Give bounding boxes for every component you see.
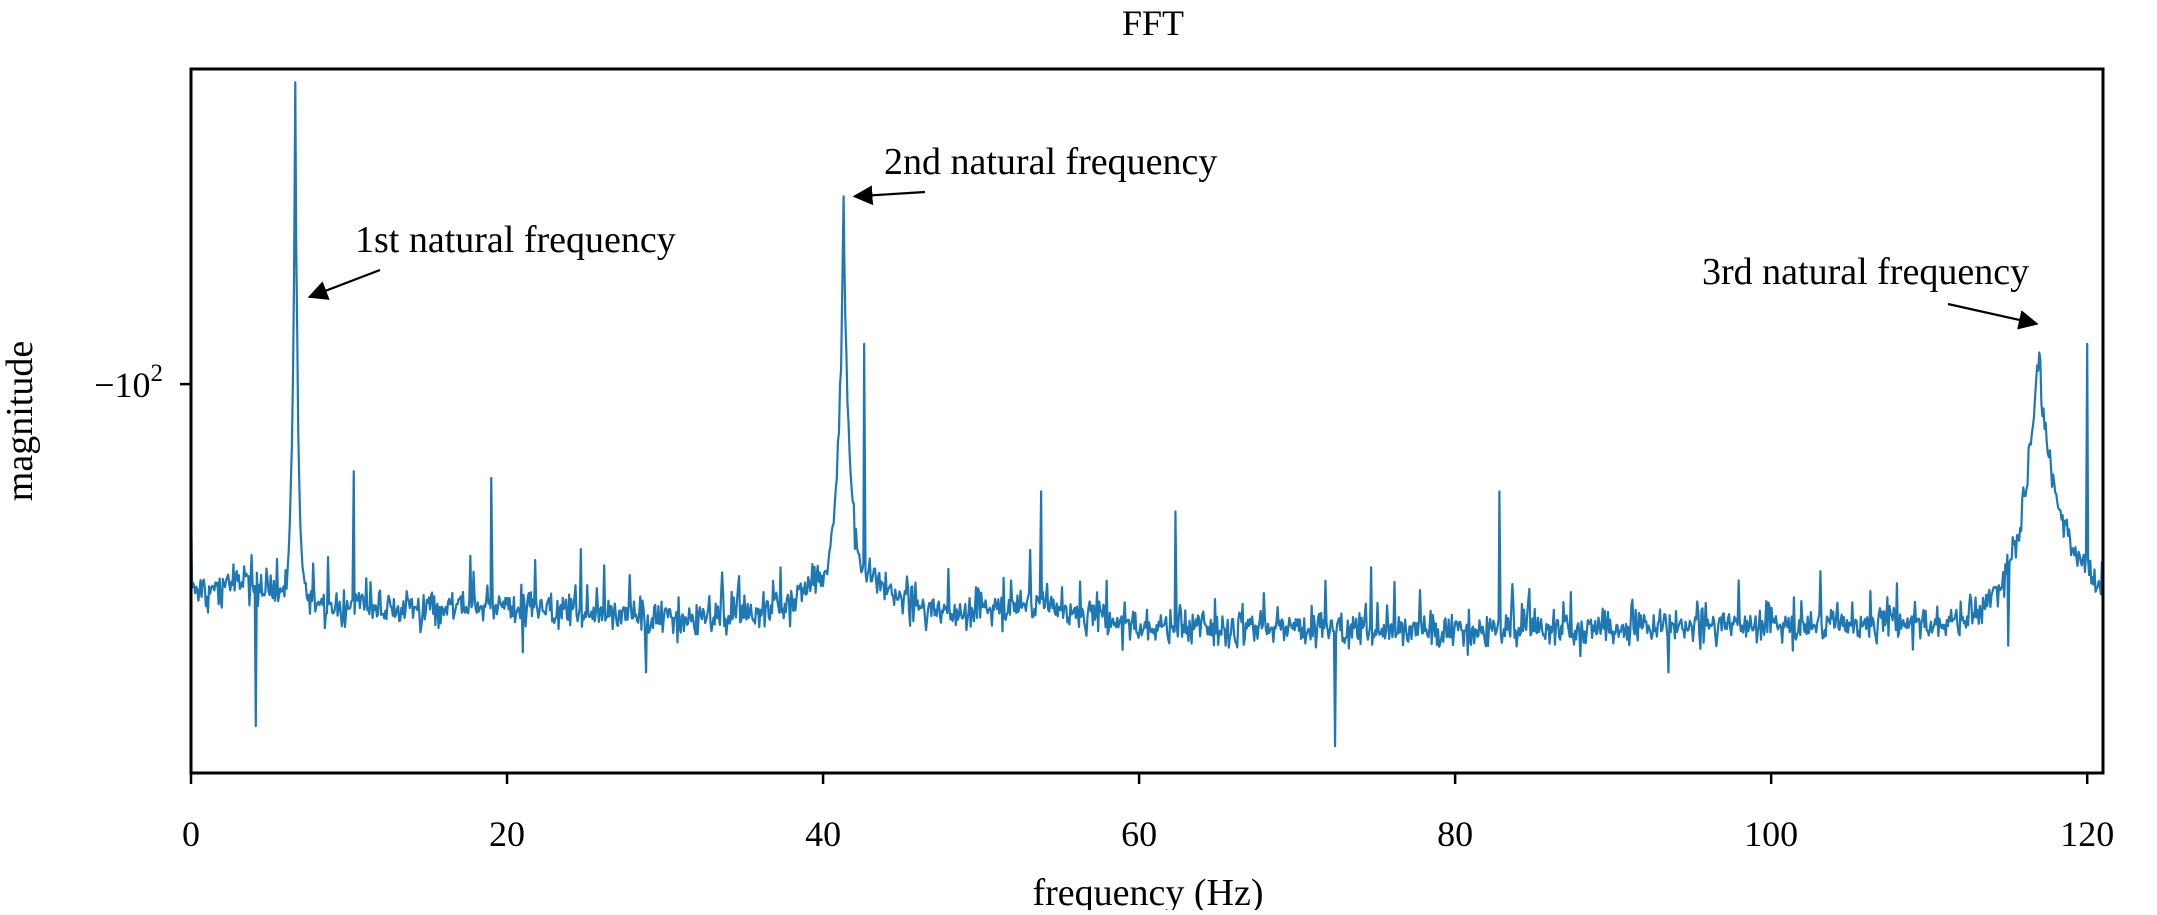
x-axis-ticks: 0 20 40 60 80 100 120: [182, 773, 2114, 854]
x-tick-label: 120: [2060, 814, 2114, 854]
y-axis-label: magnitude: [0, 341, 41, 501]
x-tick-label: 80: [1437, 814, 1473, 854]
annotation-arrow: [1947, 302, 2039, 330]
x-tick-label: 20: [489, 814, 525, 854]
annotation-arrow: [852, 185, 926, 206]
annotations: 1st natural frequency 2nd natural frequen…: [307, 141, 2039, 330]
x-axis-label: frequency (Hz): [1032, 872, 1263, 910]
x-tick-label: 40: [805, 814, 841, 854]
x-tick-label: 100: [1744, 814, 1798, 854]
x-tick-label: 60: [1121, 814, 1157, 854]
x-tick-label: 0: [182, 814, 200, 854]
chart-title: FFT: [1122, 3, 1184, 43]
annotation-arrow: [307, 268, 381, 300]
fft-magnitude-line: [189, 81, 2105, 748]
annotation-label: 3rd natural frequency: [1702, 251, 2029, 293]
annotation-label: 1st natural frequency: [355, 219, 676, 261]
y-axis-ticks: −102: [94, 360, 191, 405]
plot-area: [189, 81, 2105, 748]
axes-frame: [189, 67, 2105, 775]
annotation-label: 2nd natural frequency: [884, 141, 1217, 183]
y-tick-label: −102: [94, 360, 163, 405]
